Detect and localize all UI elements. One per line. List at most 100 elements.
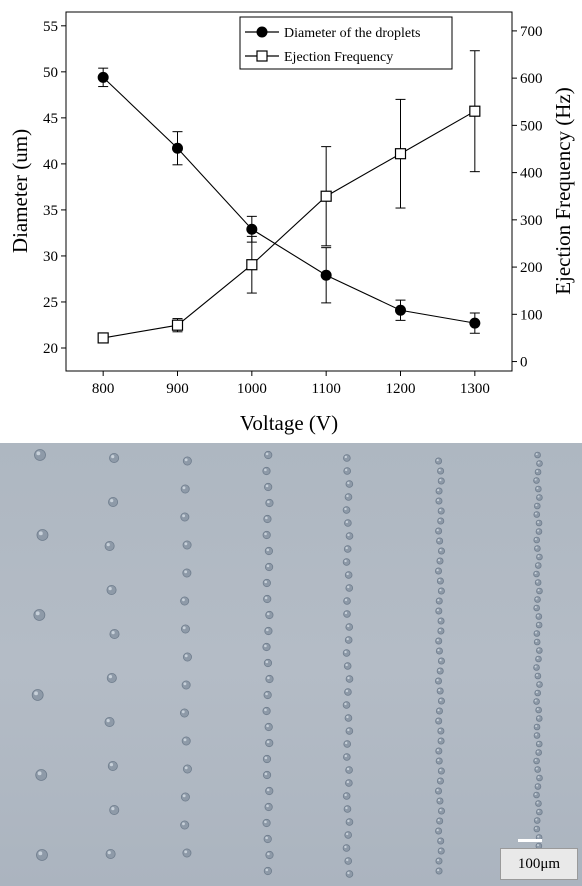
droplet-highlight: [345, 546, 348, 550]
droplet: [262, 530, 271, 540]
droplet: [437, 477, 445, 485]
droplet-highlight: [264, 580, 268, 584]
droplet-highlight: [536, 657, 539, 660]
droplet-highlight: [346, 767, 350, 771]
droplet-highlight: [265, 484, 269, 488]
droplet-highlight: [183, 738, 187, 742]
droplet-highlight: [106, 719, 110, 723]
droplet: [181, 736, 191, 746]
droplet-highlight: [536, 844, 540, 847]
y-axis-title-right: Ejection Frequency (Hz): [551, 87, 575, 295]
droplet: [435, 717, 443, 725]
droplet: [535, 800, 542, 807]
droplet-highlight: [38, 851, 43, 856]
droplet-highlight: [537, 835, 540, 838]
droplet: [343, 597, 351, 605]
y-left-tick-label: 20: [43, 341, 58, 357]
droplet-highlight: [534, 793, 537, 796]
droplet: [104, 541, 115, 552]
droplet: [533, 698, 540, 705]
droplet: [107, 760, 118, 771]
droplet-highlight: [184, 458, 188, 462]
droplet: [435, 607, 443, 615]
droplet-highlight: [537, 776, 540, 779]
droplet-column: [262, 450, 274, 876]
droplet-highlight: [537, 716, 540, 719]
droplet-highlight: [106, 543, 110, 547]
droplet: [345, 480, 354, 488]
droplet-highlight: [184, 766, 188, 770]
droplet: [436, 797, 444, 805]
droplet-highlight: [264, 708, 267, 712]
droplet: [435, 487, 443, 495]
droplet-column: [435, 457, 445, 875]
droplet-highlight: [436, 828, 439, 832]
droplet: [437, 657, 445, 665]
y-right-tick-label: 400: [520, 166, 543, 182]
droplet-highlight: [266, 740, 270, 744]
droplet-highlight: [535, 597, 538, 600]
error-bars: [98, 50, 480, 343]
droplet: [264, 482, 273, 492]
droplet-highlight: [344, 650, 347, 654]
droplet: [437, 697, 445, 705]
droplet: [345, 623, 354, 631]
droplet-highlight: [534, 665, 537, 668]
droplet-highlight: [344, 468, 348, 472]
droplet-highlight: [439, 768, 442, 772]
droplet-highlight: [436, 678, 439, 682]
droplet-highlight: [346, 637, 349, 641]
droplet-highlight: [264, 820, 267, 824]
droplet-highlight: [266, 548, 270, 552]
droplet: [264, 722, 273, 732]
droplet: [265, 786, 274, 796]
y-right-tick-label: 300: [520, 213, 543, 229]
droplet: [343, 545, 352, 553]
droplet-highlight: [437, 598, 440, 602]
droplet-highlight: [265, 868, 269, 872]
y-right-tick-label: 600: [520, 71, 543, 87]
droplet: [436, 687, 444, 695]
droplet: [533, 723, 541, 731]
droplet: [435, 497, 443, 505]
droplet: [437, 767, 445, 775]
droplet-highlight: [537, 529, 540, 532]
droplet-highlight: [537, 810, 540, 813]
droplet-highlight: [439, 698, 442, 702]
droplet: [106, 584, 117, 595]
droplet-highlight: [110, 499, 114, 503]
droplet: [535, 740, 543, 748]
droplet: [534, 451, 541, 459]
droplet-highlight: [184, 850, 188, 854]
legend-marker-diameter: [256, 26, 268, 38]
droplet: [536, 587, 543, 595]
droplet-highlight: [347, 728, 350, 732]
scale-label: 100μm: [517, 855, 561, 872]
droplet: [435, 857, 443, 865]
droplet: [342, 558, 351, 566]
droplet: [436, 537, 444, 545]
droplet-highlight: [439, 658, 442, 662]
droplet: [108, 497, 119, 508]
droplet-highlight: [438, 668, 441, 672]
droplet-highlight: [535, 453, 538, 456]
droplet: [265, 610, 274, 620]
droplet-highlight: [534, 478, 537, 481]
droplet-highlight: [107, 851, 111, 855]
droplet-highlight: [264, 756, 268, 760]
droplet: [345, 675, 354, 683]
data-point-diameter: [469, 317, 481, 329]
droplet-highlight: [437, 488, 440, 492]
droplet: [109, 628, 120, 639]
droplet: [533, 536, 541, 544]
droplet-highlight: [266, 804, 269, 808]
x-tick-label: 1000: [237, 381, 267, 397]
droplet: [180, 484, 190, 494]
droplet: [435, 787, 443, 795]
droplet: [105, 848, 116, 859]
data-point-diameter: [172, 142, 183, 154]
data-point-frequency: [97, 332, 109, 344]
droplet-highlight: [437, 758, 440, 762]
droplet: [343, 454, 351, 462]
data-point-diameter: [395, 304, 406, 316]
